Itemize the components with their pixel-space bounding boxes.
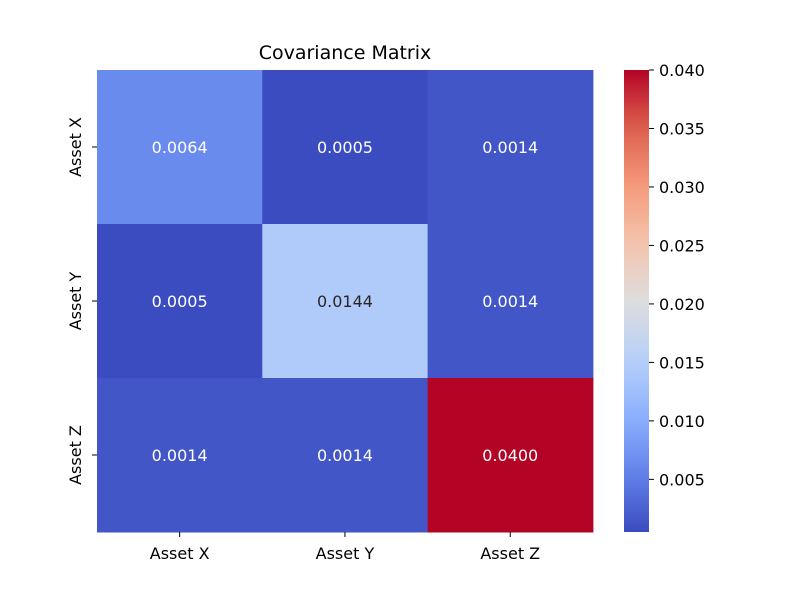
x-tick-label: Asset Y: [316, 544, 375, 563]
colorbar-tick-label: 0.035: [659, 119, 705, 138]
chart-title: Covariance Matrix: [259, 42, 432, 64]
cell-value-label: 0.0005: [152, 292, 208, 311]
colorbar-gradient: [624, 70, 649, 532]
cell-value-label: 0.0064: [152, 138, 208, 157]
cell-value-label: 0.0144: [317, 292, 373, 311]
heatmap-cell: [427, 378, 594, 533]
heatmap-cell: [262, 70, 429, 225]
colorbar-tick-label: 0.005: [659, 470, 705, 489]
cell-value-label: 0.0005: [317, 138, 373, 157]
colorbar: 0.005 0.010 0.015 0.020 0.025 0.030 0.035 0.040: [624, 61, 705, 532]
colorbar-tick-label: 0.015: [659, 353, 705, 372]
x-axis: Asset X Asset Y Asset Z: [150, 532, 540, 563]
x-tick-label: Asset Z: [480, 544, 540, 563]
colorbar-tick-label: 0.030: [659, 178, 705, 197]
colorbar-tick-label: 0.010: [659, 412, 705, 431]
heatmap-cell: [427, 70, 594, 225]
heatmap-cell: [97, 378, 263, 533]
heatmap-cell: [262, 224, 429, 379]
y-tick-label: Asset Y: [66, 271, 85, 330]
heatmap-cell: [427, 224, 594, 379]
heatmap-cells: 0.0064 0.0005 0.0014 0.0005 0.0144 0.0014 0.00…: [97, 70, 594, 533]
y-tick-label: Asset X: [66, 117, 85, 177]
heatmap-cell: [97, 70, 263, 225]
heatmap-cell: [262, 378, 429, 533]
x-tick-label: Asset X: [150, 544, 210, 563]
cell-value-label: 0.0014: [482, 292, 538, 311]
y-axis: Asset X Asset Y Asset Z: [66, 117, 97, 485]
cell-value-label: 0.0014: [482, 138, 538, 157]
colorbar-tick-label: 0.020: [659, 295, 705, 314]
y-tick-label: Asset Z: [66, 425, 85, 485]
colorbar-tick-label: 0.040: [659, 61, 705, 80]
heatmap-cell: [97, 224, 263, 379]
cell-value-label: 0.0400: [482, 446, 538, 465]
colorbar-tick-label: 0.025: [659, 236, 705, 255]
cell-value-label: 0.0014: [152, 446, 208, 465]
cell-value-label: 0.0014: [317, 446, 373, 465]
